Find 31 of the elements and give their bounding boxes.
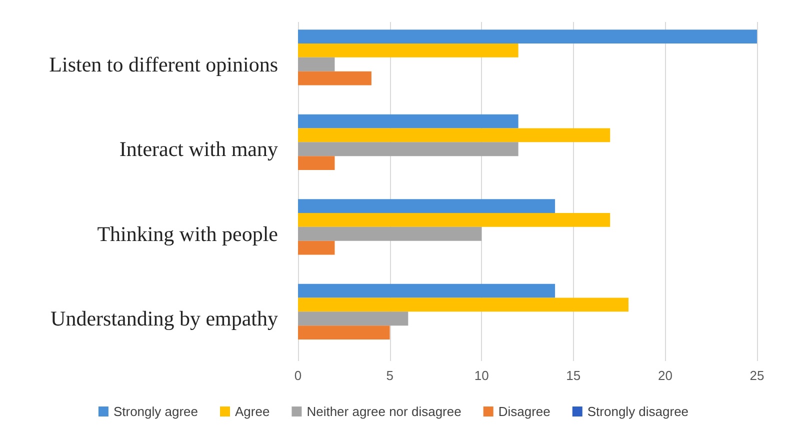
bar — [298, 30, 757, 44]
y-tick-label: Interact with many — [119, 137, 278, 162]
bar — [298, 298, 628, 312]
bar — [298, 312, 408, 326]
x-tick-label: 25 — [750, 368, 764, 383]
legend-label: Agree — [235, 404, 270, 419]
bar — [298, 57, 335, 72]
bar — [298, 71, 372, 86]
legend-label: Strongly disagree — [587, 404, 689, 419]
legend-label: Strongly agree — [113, 404, 198, 419]
x-tick-label: 15 — [566, 368, 581, 383]
bar — [298, 156, 335, 170]
bar — [298, 128, 610, 142]
bar — [298, 114, 518, 128]
y-tick-label: Listen to different opinions — [49, 52, 278, 76]
legend-label: Neither agree nor disagree — [306, 404, 462, 419]
y-tick-label: Thinking with people — [97, 222, 278, 246]
x-tick-label: 0 — [294, 368, 302, 383]
x-tick-label: 20 — [658, 368, 672, 383]
bar — [298, 326, 390, 340]
bar — [298, 213, 610, 227]
bar — [298, 284, 556, 298]
bar — [298, 226, 482, 241]
bar — [298, 199, 556, 214]
bar — [298, 142, 518, 156]
bar — [298, 240, 335, 255]
bar — [298, 44, 518, 58]
legend-label: Disagree — [498, 404, 550, 419]
y-tick-label: Understanding by empathy — [50, 306, 278, 331]
x-tick-label: 5 — [386, 368, 394, 383]
x-tick-label: 10 — [474, 368, 489, 383]
